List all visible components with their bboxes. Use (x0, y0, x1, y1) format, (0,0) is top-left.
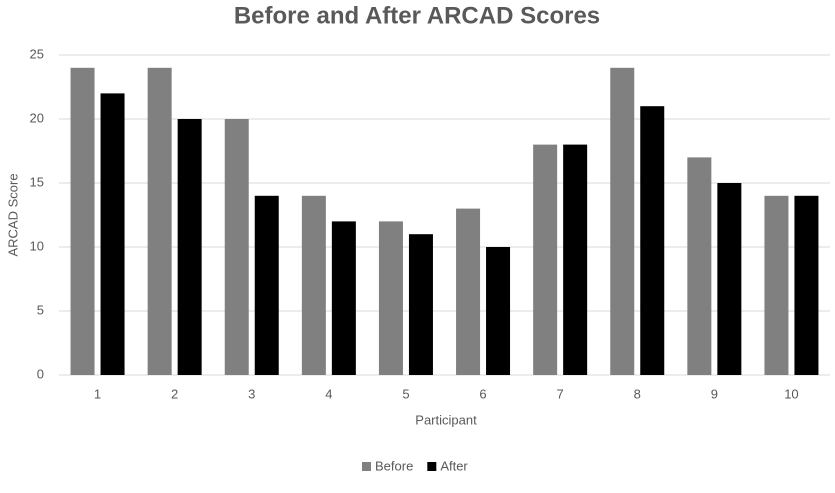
legend-swatch (427, 462, 437, 471)
bar (254, 195, 279, 375)
x-tick-label: 10 (784, 386, 798, 401)
y-tick-label: 20 (30, 110, 44, 125)
x-axis-label: Participant (415, 412, 477, 427)
x-tick-label: 4 (325, 386, 332, 401)
bar (456, 208, 481, 375)
x-tick-label: 6 (479, 386, 486, 401)
x-tick-label: 9 (711, 386, 718, 401)
bar (533, 144, 558, 375)
x-tick-label: 1 (94, 386, 101, 401)
y-tick-label: 10 (30, 238, 44, 253)
bar (687, 157, 712, 375)
y-tick-label: 0 (37, 366, 44, 381)
bar (378, 221, 403, 375)
x-tick-label: 5 (402, 386, 409, 401)
legend-label: After (440, 458, 468, 473)
bar (331, 221, 356, 375)
x-tick-label: 7 (557, 386, 564, 401)
bar (610, 67, 635, 376)
bar (563, 144, 588, 375)
y-tick-label: 25 (30, 46, 44, 61)
bar (717, 183, 742, 375)
y-tick-label: 5 (37, 302, 44, 317)
bar (70, 67, 95, 376)
x-tick-label: 2 (171, 386, 178, 401)
bar (147, 67, 172, 376)
legend-label: Before (375, 458, 413, 473)
bar (301, 195, 326, 375)
legend-swatch (362, 462, 371, 471)
chart-title: Before and After ARCAD Scores (234, 2, 600, 29)
x-tick-label: 3 (248, 386, 255, 401)
bar (224, 119, 249, 375)
bar (100, 93, 125, 376)
x-tick-label: 8 (634, 386, 641, 401)
bar (794, 195, 819, 375)
bar (408, 234, 433, 375)
bar (486, 247, 511, 375)
bar (640, 106, 665, 375)
bar (177, 119, 202, 375)
y-axis-label: ARCAD Score (5, 173, 20, 256)
bar (764, 195, 789, 375)
y-tick-label: 15 (30, 174, 44, 189)
